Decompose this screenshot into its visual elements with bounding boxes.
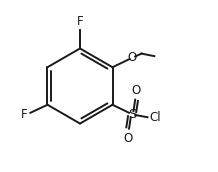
Text: S: S (128, 108, 136, 121)
Text: F: F (20, 108, 27, 121)
Text: Cl: Cl (149, 111, 161, 124)
Text: O: O (128, 51, 137, 64)
Text: F: F (77, 15, 83, 28)
Text: O: O (131, 84, 140, 96)
Text: O: O (124, 132, 133, 145)
